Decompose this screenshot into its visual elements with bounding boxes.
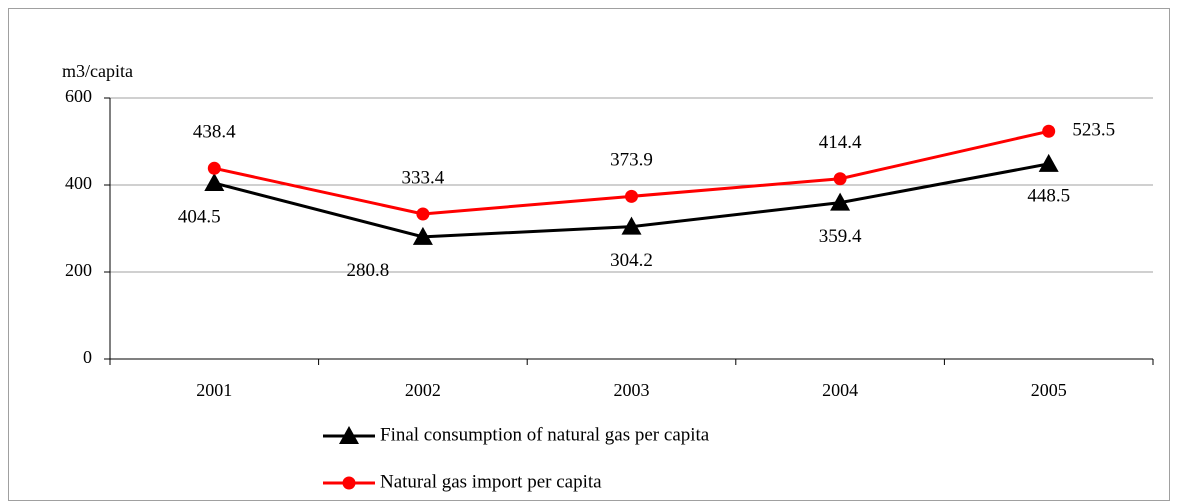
value-label: 523.5 [1072, 120, 1115, 141]
marker [1038, 153, 1059, 172]
marker [416, 207, 430, 221]
legend-marker [342, 476, 356, 490]
value-label: 414.4 [819, 132, 862, 153]
x-tick-label: 2001 [196, 380, 232, 400]
marker [204, 173, 225, 192]
x-tick-label: 2002 [405, 380, 441, 400]
value-label: 404.5 [178, 206, 221, 227]
chart-border [8, 8, 1170, 501]
marker [412, 226, 433, 245]
value-label: 304.2 [610, 250, 653, 271]
y-tick-label: 0 [83, 347, 92, 367]
y-tick-label: 200 [65, 260, 92, 280]
y-tick-label: 400 [65, 173, 92, 193]
y-axis-label: m3/capita [62, 61, 133, 81]
legend-label: Final consumption of natural gas per cap… [380, 424, 710, 445]
value-label: 333.4 [402, 167, 445, 188]
value-label: 280.8 [347, 260, 390, 281]
marker [833, 172, 847, 186]
value-label: 448.5 [1027, 185, 1070, 206]
y-tick-label: 600 [65, 86, 92, 106]
marker [625, 189, 638, 203]
marker [621, 216, 642, 235]
marker [830, 192, 851, 211]
value-label: 438.4 [193, 122, 236, 143]
value-label: 359.4 [819, 226, 862, 247]
x-tick-label: 2003 [614, 380, 650, 400]
marker [1042, 124, 1056, 138]
x-tick-label: 2005 [1031, 380, 1067, 400]
value-label: 373.9 [610, 150, 653, 171]
legend-marker [339, 426, 359, 444]
marker [207, 161, 221, 175]
x-tick-label: 2004 [822, 380, 858, 400]
legend-label: Natural gas import per capita [380, 471, 602, 492]
